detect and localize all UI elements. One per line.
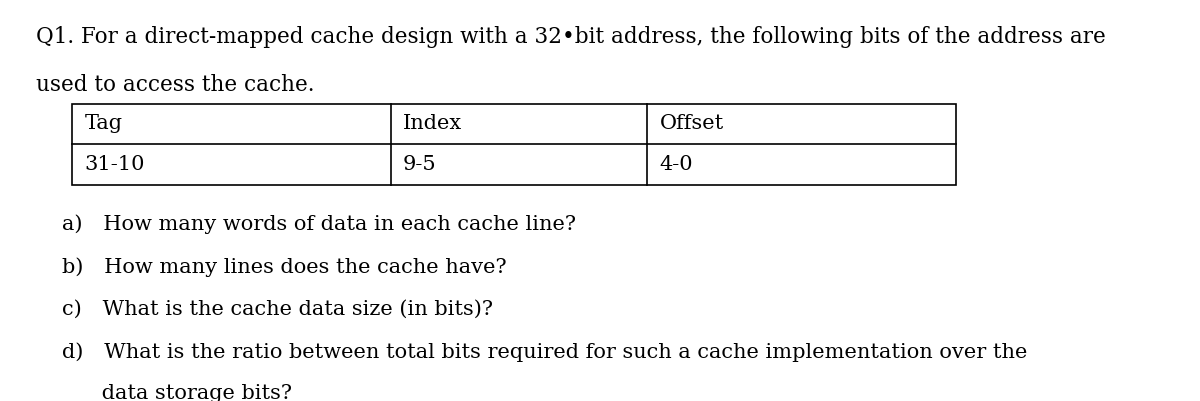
Text: 31-10: 31-10 <box>84 155 145 174</box>
Text: a) How many words of data in each cache line?: a) How many words of data in each cache … <box>61 215 576 234</box>
Text: 9-5: 9-5 <box>403 155 437 174</box>
Text: data storage bits?: data storage bits? <box>61 385 292 401</box>
Text: c) What is the cache data size (in bits)?: c) What is the cache data size (in bits)… <box>61 300 493 318</box>
Text: Tag: Tag <box>84 114 122 133</box>
Text: used to access the cache.: used to access the cache. <box>36 74 314 96</box>
Text: 4-0: 4-0 <box>660 155 694 174</box>
Bar <box>72 103 955 185</box>
Text: Q1. For a direct-mapped cache design with a 32•bit address, the following bits o: Q1. For a direct-mapped cache design wit… <box>36 26 1105 48</box>
Text: Index: Index <box>403 114 462 133</box>
Text: Offset: Offset <box>660 114 724 133</box>
Text: b) How many lines does the cache have?: b) How many lines does the cache have? <box>61 257 506 277</box>
Text: d) What is the ratio between total bits required for such a cache implementation: d) What is the ratio between total bits … <box>61 342 1027 362</box>
